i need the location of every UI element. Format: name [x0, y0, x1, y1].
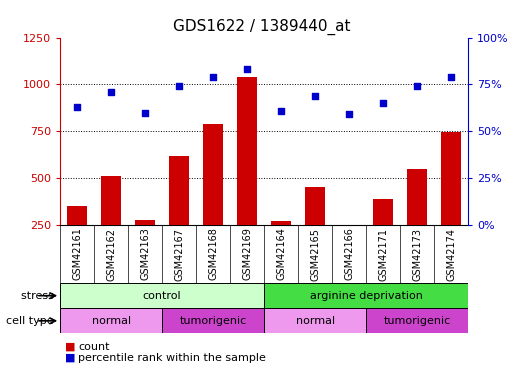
Bar: [169, 156, 189, 225]
Bar: [67, 206, 87, 225]
Bar: [101, 176, 121, 225]
Text: GSM42162: GSM42162: [106, 228, 116, 280]
Text: GSM42174: GSM42174: [446, 228, 456, 280]
Bar: [135, 220, 155, 225]
Bar: [60, 283, 264, 308]
Text: normal: normal: [92, 316, 131, 326]
Text: control: control: [143, 291, 181, 301]
Text: GSM42166: GSM42166: [344, 228, 354, 280]
Point: [413, 83, 422, 89]
Text: GSM42164: GSM42164: [276, 228, 286, 280]
Bar: [162, 308, 264, 333]
Point: [175, 83, 184, 89]
Bar: [373, 199, 393, 225]
Text: count: count: [78, 342, 110, 351]
Bar: [264, 283, 468, 308]
Text: GDS1622 / 1389440_at: GDS1622 / 1389440_at: [173, 19, 350, 35]
Bar: [305, 187, 325, 225]
Text: GSM42169: GSM42169: [242, 228, 252, 280]
Point: [73, 104, 82, 110]
Text: GSM42173: GSM42173: [412, 228, 422, 280]
Text: percentile rank within the sample: percentile rank within the sample: [78, 353, 266, 363]
Bar: [366, 308, 468, 333]
Point: [141, 110, 150, 116]
Bar: [271, 221, 291, 225]
Bar: [237, 77, 257, 225]
Text: ■: ■: [65, 353, 76, 363]
Point: [243, 66, 252, 72]
Bar: [264, 308, 366, 333]
Bar: [60, 308, 162, 333]
Text: stress: stress: [21, 291, 58, 301]
Bar: [203, 124, 223, 225]
Point: [447, 74, 456, 80]
Point: [311, 93, 320, 99]
Point: [345, 111, 354, 117]
Text: GSM42167: GSM42167: [174, 228, 184, 280]
Text: GSM42161: GSM42161: [72, 228, 82, 280]
Point: [209, 74, 218, 80]
Bar: [441, 132, 461, 225]
Text: arginine deprivation: arginine deprivation: [310, 291, 423, 301]
Point: [107, 89, 116, 95]
Text: GSM42171: GSM42171: [378, 228, 388, 280]
Bar: [407, 169, 427, 225]
Point: [379, 100, 388, 106]
Text: tumorigenic: tumorigenic: [179, 316, 247, 326]
Text: normal: normal: [295, 316, 335, 326]
Text: GSM42168: GSM42168: [208, 228, 218, 280]
Text: ■: ■: [65, 342, 76, 351]
Text: GSM42165: GSM42165: [310, 228, 320, 280]
Bar: [339, 225, 359, 231]
Text: tumorigenic: tumorigenic: [383, 316, 451, 326]
Text: cell type: cell type: [6, 316, 58, 326]
Point: [277, 108, 286, 114]
Text: GSM42163: GSM42163: [140, 228, 150, 280]
